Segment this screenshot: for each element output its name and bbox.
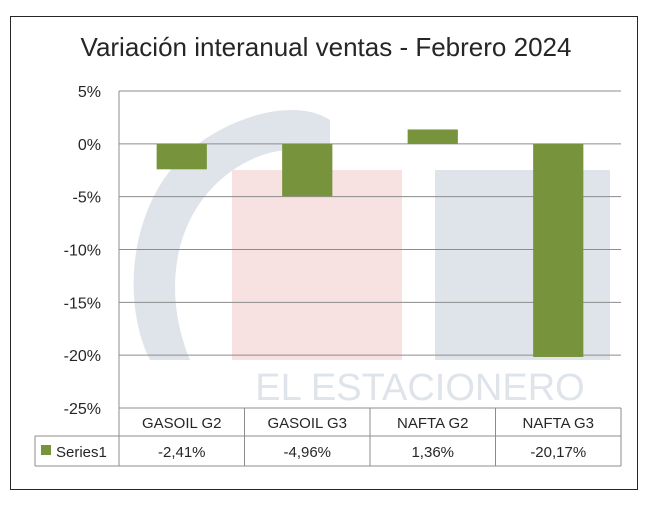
watermark-letter-e2 (435, 170, 610, 360)
x-tick-label: NAFTA G3 (523, 415, 594, 432)
y-axis-ticks: 5% 0% -5% -10% -15% -20% -25% (64, 84, 101, 418)
y-tick-label: -15% (64, 295, 101, 312)
bar (407, 129, 458, 144)
watermark-letter-e1 (232, 170, 402, 360)
y-tick-label: -25% (64, 401, 101, 418)
y-tick-label: 0% (78, 137, 101, 154)
chart-title: Variación interanual ventas - Febrero 20… (81, 32, 572, 62)
y-tick-label: -20% (64, 348, 101, 365)
data-label: -4,96% (283, 444, 331, 461)
x-tick-label: GASOIL G3 (268, 415, 347, 432)
x-tick-label: NAFTA G2 (397, 415, 468, 432)
y-tick-label: 5% (78, 84, 101, 101)
bars (156, 129, 584, 357)
bar (533, 143, 584, 357)
legend-label: Series1 (56, 444, 107, 461)
data-label: 1,36% (411, 444, 454, 461)
data-label: -20,17% (530, 444, 586, 461)
watermark-pump-icon (133, 110, 330, 360)
y-tick-label: -5% (73, 190, 101, 207)
watermark-text: EL ESTACIONERO (255, 367, 584, 409)
data-table: GASOIL G2 -2,41% GASOIL G3 -4,96% NAFTA G2 1,… (34, 407, 622, 467)
bar (282, 143, 333, 197)
data-label: -2,41% (158, 444, 206, 461)
legend-swatch (41, 445, 51, 455)
bar (156, 143, 207, 170)
y-tick-label: -10% (64, 243, 101, 260)
x-tick-label: GASOIL G2 (142, 415, 221, 432)
